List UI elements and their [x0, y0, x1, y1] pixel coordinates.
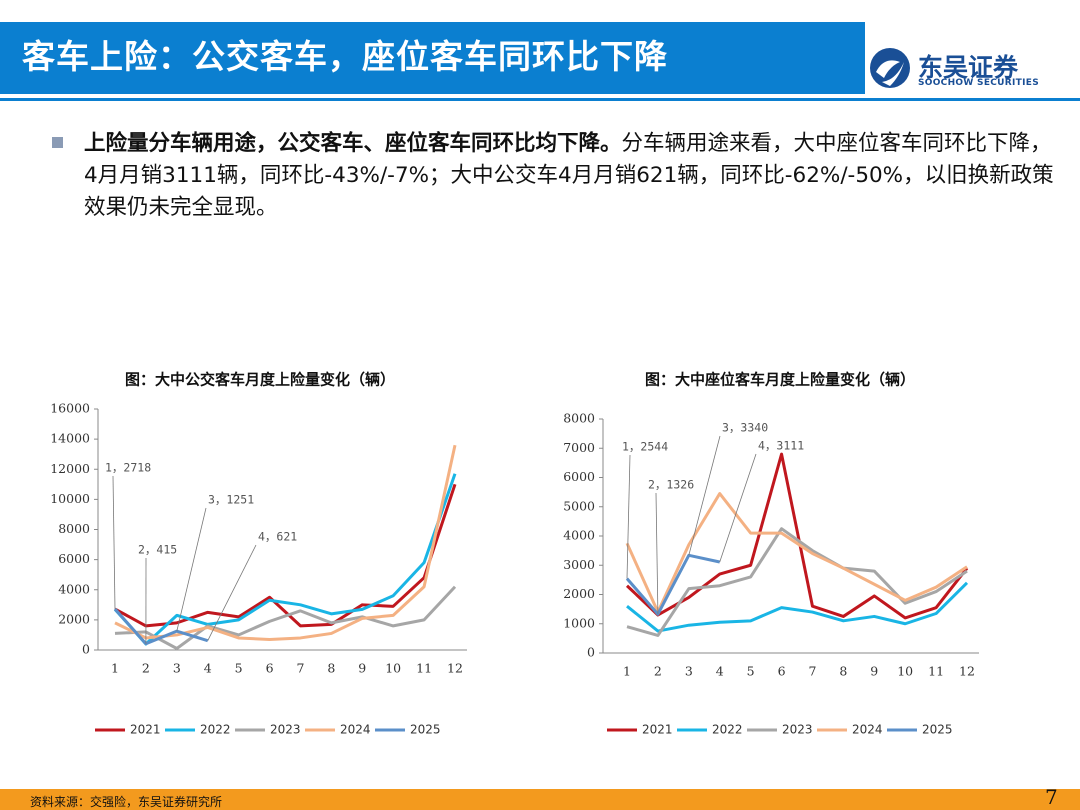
annotation: 2，1326: [648, 478, 694, 492]
annotation-leader: [719, 453, 757, 563]
logo-mark: [870, 48, 910, 88]
y-tick-label: 4000: [563, 528, 595, 543]
legend-label: 2021: [642, 723, 673, 737]
x-tick-label: 12: [959, 664, 975, 679]
y-tick-label: 0: [82, 642, 90, 657]
annotation-leader: [207, 544, 257, 641]
y-tick-label: 8000: [58, 521, 90, 536]
legend-label: 2024: [340, 723, 371, 737]
y-tick-label: 7000: [563, 440, 595, 455]
y-tick-label: 3000: [563, 557, 595, 572]
y-tick-label: 5000: [563, 498, 595, 513]
x-tick-label: 4: [716, 664, 724, 679]
footer-band: [0, 789, 1080, 810]
bullet: [52, 137, 63, 148]
y-tick-label: 0: [587, 645, 595, 660]
logo-subtext: SOOCHOW SECURITIES: [918, 78, 1039, 88]
chart-title: 图：大中公交客车月度上险量变化（辆）: [125, 371, 395, 389]
x-tick-label: 11: [416, 661, 432, 676]
annotation-leader: [176, 507, 207, 632]
x-tick-label: 6: [266, 661, 274, 676]
y-tick-label: 16000: [50, 401, 90, 416]
series-line: [113, 608, 209, 646]
x-tick-label: 12: [447, 661, 463, 676]
legend-label: 2025: [410, 723, 441, 737]
body-text: 上险量分车辆用途，公交客车、座位客车同环比均下降。分车辆用途来看，大中座位客车同…: [84, 128, 1054, 224]
series-line: [113, 473, 457, 646]
series-line: [114, 585, 457, 650]
x-tick-label: 5: [235, 661, 243, 676]
y-tick-label: 8000: [563, 411, 595, 426]
y-tick-label: 2000: [58, 611, 90, 626]
annotation-leader: [655, 492, 659, 615]
x-tick-label: 1: [623, 664, 631, 679]
x-tick-label: 8: [839, 664, 847, 679]
header-rule: [0, 98, 1080, 101]
x-tick-label: 3: [685, 664, 693, 679]
x-tick-label: 6: [778, 664, 786, 679]
x-tick-label: 9: [870, 664, 878, 679]
body-bold: 上险量分车辆用途，公交客车、座位客车同环比均下降。: [84, 131, 622, 156]
y-tick-label: 2000: [563, 586, 595, 601]
series-line: [625, 452, 969, 620]
annotation: 3，3340: [722, 421, 768, 435]
annotation: 4，3111: [758, 439, 804, 453]
source: 资料来源：交强险，东吴证券研究所: [30, 795, 223, 809]
annotation: 4，621: [258, 530, 297, 544]
y-tick-label: 14000: [50, 431, 90, 446]
x-tick-label: 1: [111, 661, 119, 676]
legend-label: 2023: [270, 723, 301, 737]
x-tick-label: 4: [204, 661, 212, 676]
header-band: [0, 22, 865, 94]
x-tick-label: 7: [296, 661, 304, 676]
chart-title: 图：大中座位客车月度上险量变化（辆）: [645, 371, 915, 389]
annotation: 1，2544: [622, 440, 668, 454]
x-tick-label: 3: [173, 661, 181, 676]
y-tick-label: 12000: [50, 461, 90, 476]
legend-label: 2024: [852, 723, 883, 737]
logo-text: 东吴证券: [918, 53, 1019, 82]
x-tick-label: 9: [358, 661, 366, 676]
annotation: 3，1251: [208, 493, 254, 507]
x-tick-label: 7: [808, 664, 816, 679]
header-title: 客车上险：公交客车，座位客车同环比下降: [22, 37, 668, 76]
body-normal: 分车辆用途来看，大中座位客车同环比下降，4月月销3111辆，同环比-43%/-7…: [84, 131, 1054, 220]
x-tick-label: 8: [327, 661, 335, 676]
legend-label: 2022: [712, 723, 743, 737]
y-tick-label: 10000: [50, 491, 90, 506]
series-line: [625, 492, 968, 614]
y-tick-label: 6000: [58, 551, 90, 566]
series-line: [114, 444, 457, 641]
x-tick-label: 5: [747, 664, 755, 679]
series-line: [114, 483, 457, 628]
annotation: 1，2718: [105, 461, 151, 475]
legend-label: 2023: [782, 723, 813, 737]
series-line: [626, 581, 969, 633]
y-tick-label: 1000: [563, 615, 595, 630]
y-tick-label: 4000: [58, 581, 90, 596]
x-tick-label: 11: [928, 664, 944, 679]
y-tick-label: 6000: [563, 469, 595, 484]
annotation: 2，415: [138, 543, 177, 557]
series-line: [625, 553, 721, 616]
series-line: [626, 527, 968, 637]
x-tick-label: 2: [654, 664, 662, 679]
annotation-leader: [112, 475, 116, 610]
x-tick-label: 10: [385, 661, 401, 676]
annotation-leader: [688, 435, 721, 556]
annotation-leader: [626, 454, 631, 579]
legend-label: 2022: [200, 723, 231, 737]
legend-label: 2021: [130, 723, 161, 737]
x-tick-label: 10: [897, 664, 913, 679]
page-number: 7: [1045, 785, 1058, 809]
legend-label: 2025: [922, 723, 953, 737]
x-tick-label: 2: [142, 661, 150, 676]
